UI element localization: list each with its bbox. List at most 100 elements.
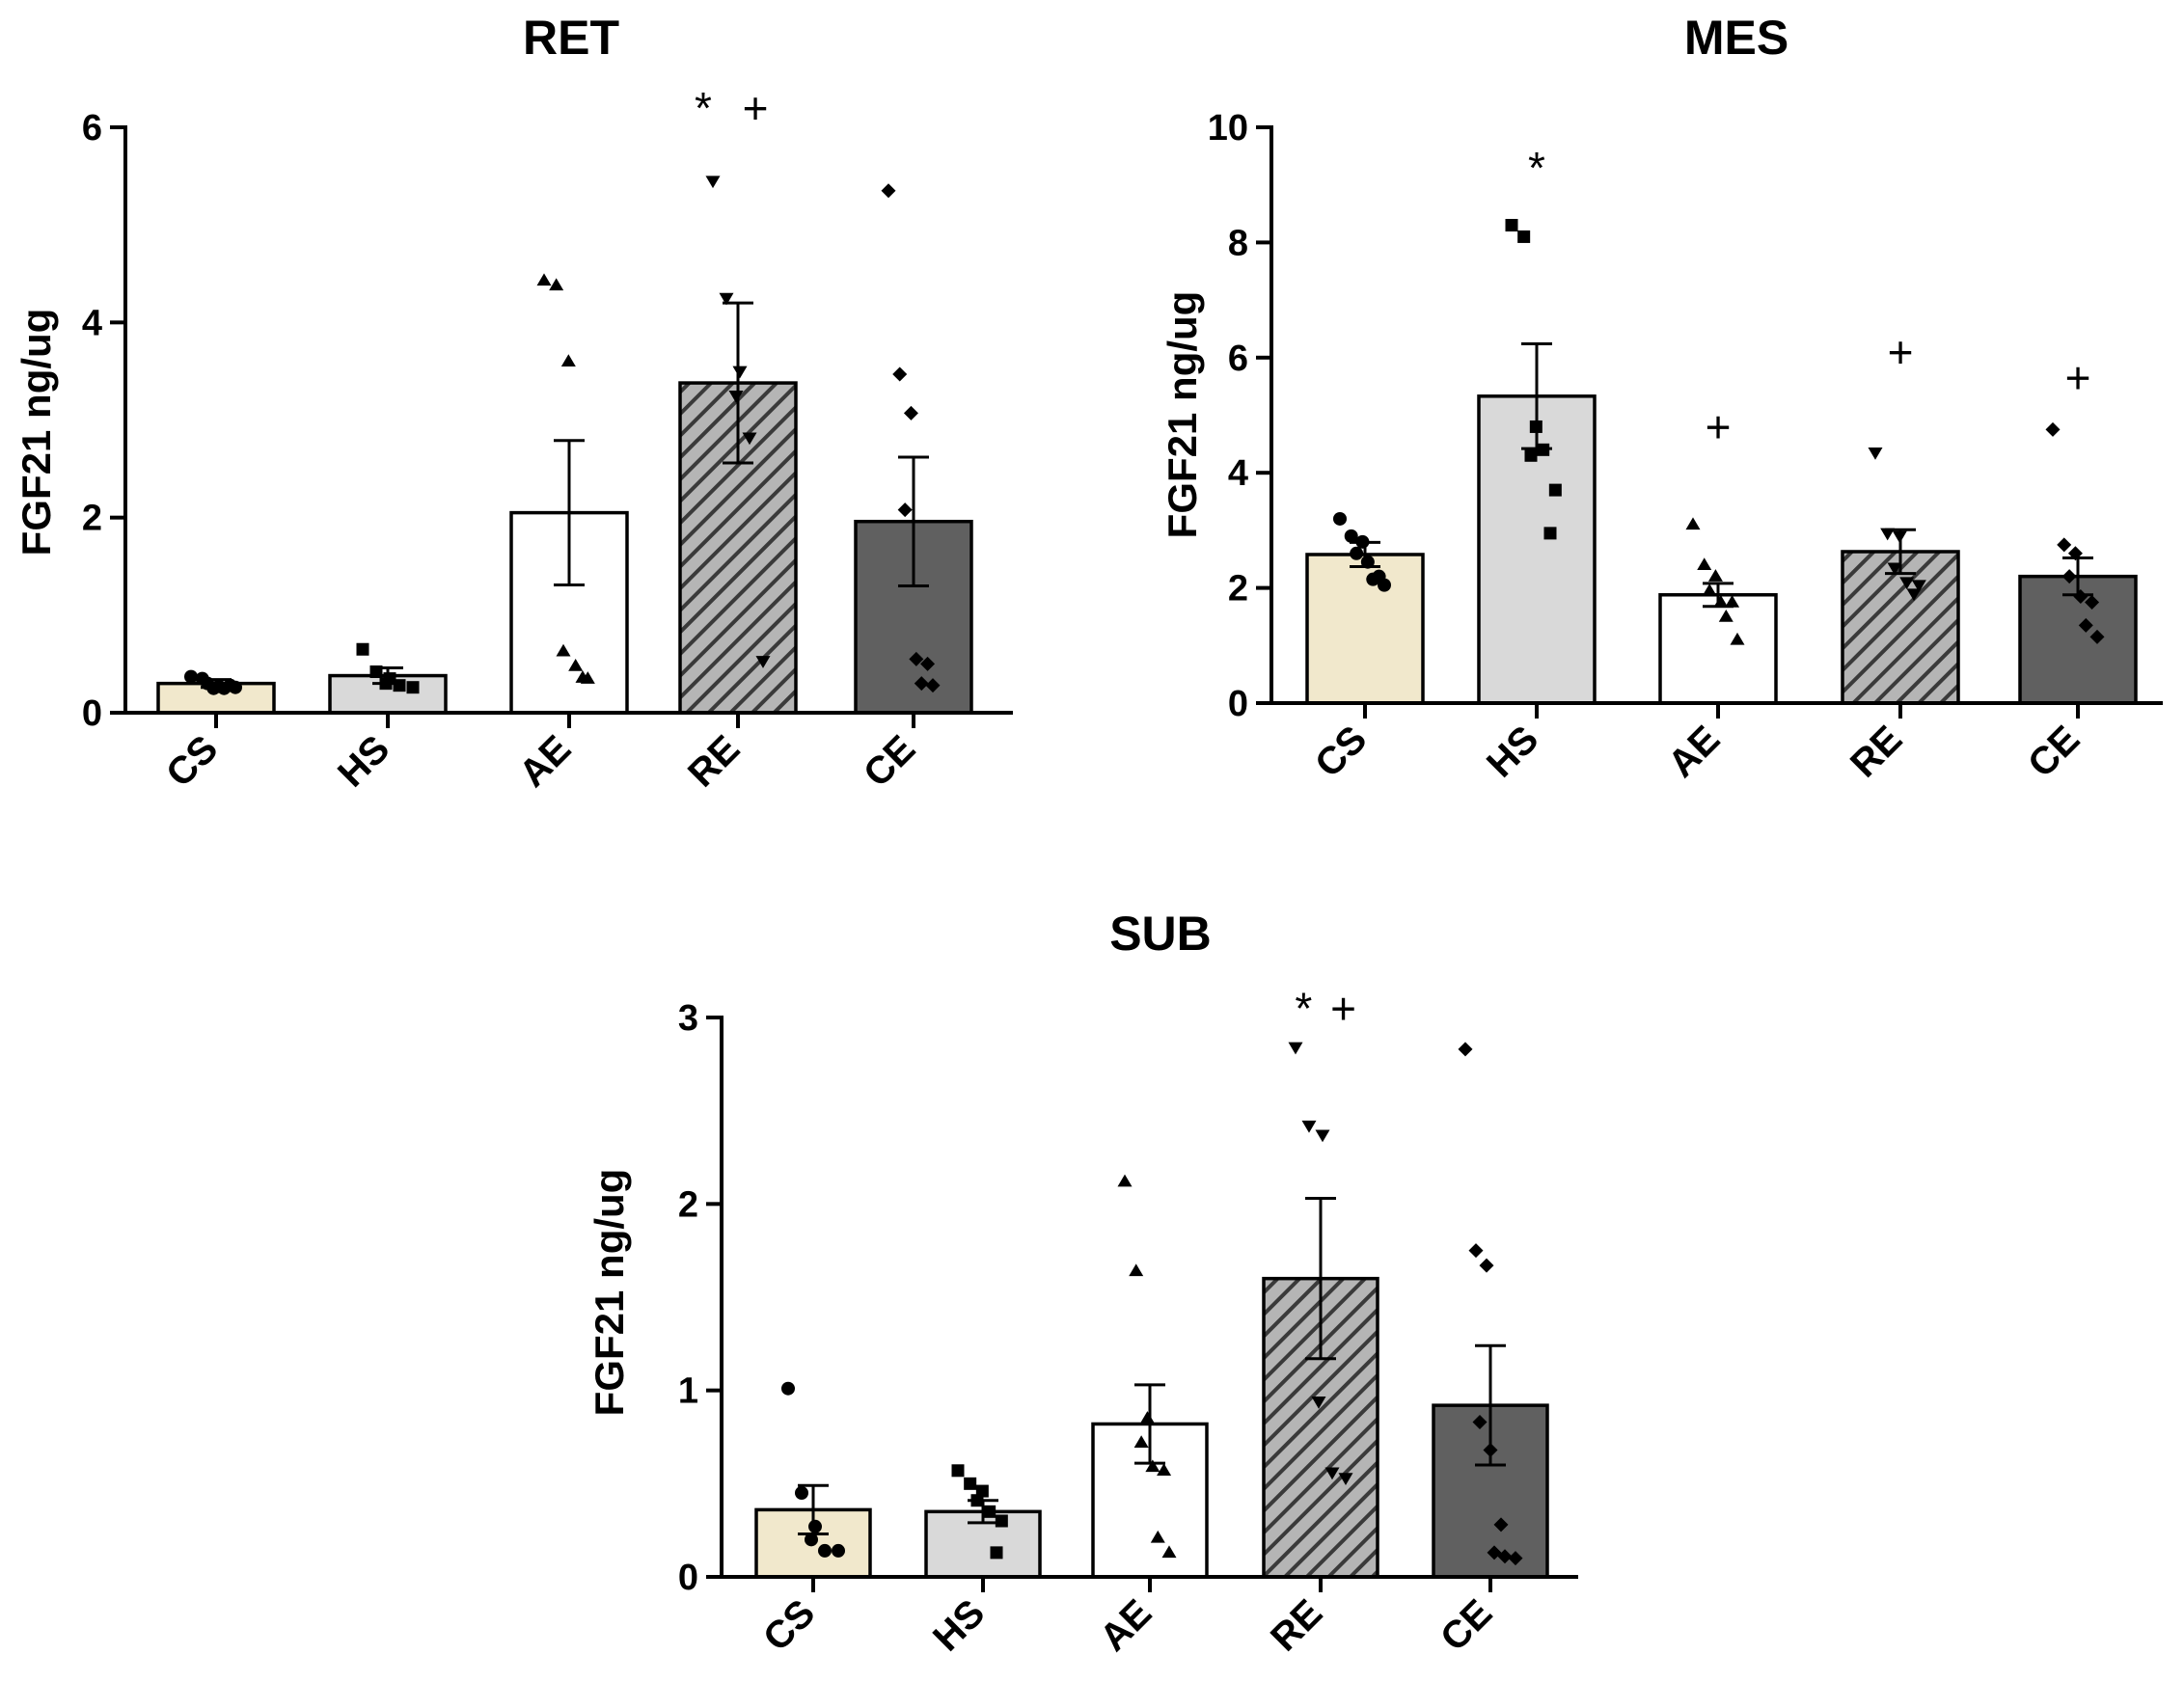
data-point	[909, 651, 924, 666]
x-tick-label: RE	[1843, 718, 1910, 785]
data-point	[1887, 562, 1902, 576]
data-point	[964, 1477, 977, 1490]
data-point	[1360, 555, 1375, 569]
data-point	[1129, 1263, 1144, 1277]
data-point	[1161, 1545, 1177, 1559]
y-tick-label: 4	[1228, 453, 1248, 494]
data-point	[705, 176, 721, 189]
data-point	[795, 1486, 808, 1500]
y-tick-label: 0	[1228, 684, 1248, 724]
y-tick-label: 8	[1228, 223, 1248, 263]
significance-plus: +	[1888, 327, 1914, 377]
data-point	[393, 679, 406, 692]
y-tick-label: 6	[1228, 339, 1248, 379]
bar-cs	[1305, 553, 1425, 705]
y-tick-label: 6	[82, 108, 102, 149]
chart-mes: MES FGF21 ng/ug 0 2 4 6 8 10 CS HS AE RE CE * + + +	[1160, 11, 2163, 786]
data-point	[1718, 609, 1734, 622]
data-point	[881, 183, 896, 199]
data-point	[560, 354, 576, 367]
data-point	[1899, 577, 1915, 590]
chart-title: SUB	[1109, 907, 1212, 961]
chart-ret: RET FGF21 ng/ug 0 2 4 6 CS HS AE RE CE * +	[14, 11, 1013, 796]
data-point	[2085, 595, 2100, 610]
data-point	[1505, 218, 1518, 231]
significance-asterisk: *	[1295, 983, 1312, 1033]
data-point	[951, 1464, 965, 1478]
error-bar-ae	[554, 439, 585, 586]
y-tick-label: 0	[82, 693, 102, 734]
data-point	[217, 681, 232, 695]
data-point	[1139, 1411, 1155, 1424]
y-axis-title: FGF21 ng/ug	[1160, 291, 1205, 539]
data-point	[903, 405, 918, 420]
data-point	[1702, 583, 1717, 596]
data-point	[1730, 632, 1745, 645]
data-point	[808, 1519, 822, 1533]
data-point	[1529, 420, 1542, 433]
significance-plus: +	[1330, 983, 1356, 1033]
x-tick-label: RE	[680, 727, 748, 795]
y-tick-label: 1	[678, 1371, 698, 1412]
data-point	[995, 1514, 1008, 1528]
data-point	[1911, 580, 1926, 593]
data-point	[1697, 557, 1712, 570]
data-point	[914, 676, 929, 692]
data-point	[1324, 1467, 1340, 1480]
data-point	[1145, 1459, 1160, 1473]
y-tick-label: 3	[678, 998, 698, 1039]
x-tick-label: AE	[1092, 1591, 1160, 1659]
data-point	[1133, 1435, 1149, 1449]
significance-asterisk: *	[1528, 143, 1545, 193]
error-bar-ce	[898, 455, 929, 587]
x-tick-label: RE	[1263, 1591, 1330, 1659]
data-point	[356, 642, 369, 656]
bar-re	[1841, 550, 1960, 705]
data-point	[1117, 1174, 1133, 1187]
data-point	[1344, 529, 1358, 543]
significance-plus: +	[2065, 353, 2091, 403]
data-point	[920, 656, 936, 671]
bar-ae	[1658, 593, 1778, 705]
data-point	[2057, 537, 2072, 553]
data-point	[2078, 617, 2093, 633]
data-point	[549, 278, 564, 291]
data-point	[536, 273, 552, 286]
x-tick-label: HS	[925, 1591, 993, 1659]
plot-area: 0 1 2 3 CS HS AE RE CE * +	[678, 983, 1578, 1660]
data-point	[1713, 595, 1729, 608]
data-point	[818, 1543, 832, 1558]
data-point	[1150, 1530, 1165, 1543]
data-point	[1333, 511, 1347, 526]
data-point	[556, 643, 571, 657]
data-point	[201, 676, 215, 691]
data-point	[1483, 1443, 1498, 1458]
data-point	[983, 1505, 996, 1518]
data-point	[2045, 421, 2061, 437]
data-point	[1892, 530, 1907, 544]
y-axis-title: FGF21 ng/ug	[14, 309, 59, 556]
data-point	[755, 656, 771, 668]
data-point	[1868, 448, 1883, 460]
data-point	[742, 432, 757, 446]
data-point	[805, 1533, 818, 1547]
plot-area: 0 2 4 6 8 10 CS HS AE RE CE * + + +	[1208, 108, 2163, 786]
x-tick-label: AE	[511, 727, 579, 795]
data-point	[1378, 578, 1391, 592]
data-point	[1479, 1258, 1494, 1273]
data-point	[728, 390, 744, 403]
data-point	[2067, 546, 2083, 561]
data-point	[1493, 1517, 1509, 1533]
data-point	[1725, 595, 1740, 608]
data-point	[1350, 546, 1364, 560]
chart-title: MES	[1684, 11, 1788, 65]
data-point	[1315, 1129, 1330, 1143]
data-point	[406, 681, 420, 694]
data-point	[1497, 1549, 1513, 1564]
error-bar-re	[1305, 1197, 1336, 1361]
data-point	[1355, 534, 1370, 549]
data-point	[1548, 483, 1562, 497]
chart-title: RET	[523, 11, 619, 65]
data-point	[568, 658, 584, 671]
